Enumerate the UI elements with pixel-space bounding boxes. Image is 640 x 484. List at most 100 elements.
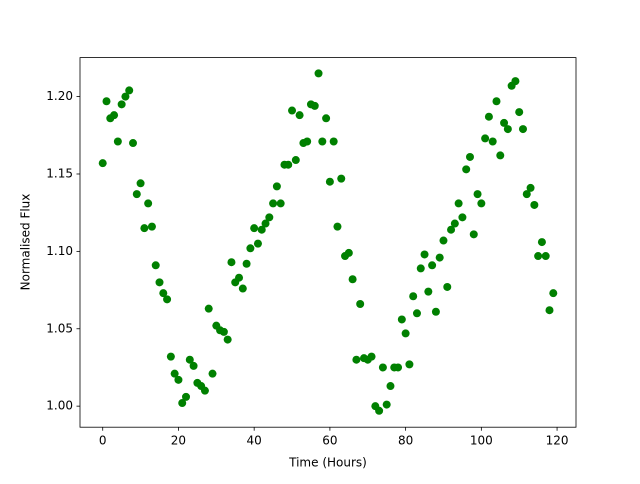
point: [424, 287, 433, 296]
point: [496, 151, 505, 160]
point: [140, 224, 149, 233]
point: [477, 199, 486, 208]
point: [284, 160, 293, 169]
point: [242, 259, 251, 268]
point: [288, 106, 297, 115]
point: [503, 125, 512, 134]
point: [537, 238, 546, 247]
point: [132, 190, 141, 199]
point: [545, 306, 554, 315]
point: [318, 137, 327, 146]
point: [500, 118, 509, 127]
point: [530, 200, 539, 209]
point: [481, 134, 490, 143]
y-tick-label: 1.20: [46, 89, 73, 103]
y-tick-label: 1.05: [46, 321, 73, 335]
x-tick-label: 40: [247, 434, 262, 448]
point: [450, 219, 459, 228]
point: [465, 152, 474, 161]
point: [102, 97, 111, 106]
point: [265, 213, 274, 222]
point: [113, 137, 122, 146]
point: [155, 278, 164, 287]
point: [208, 369, 217, 378]
point: [174, 375, 183, 384]
y-tick-label: 1.15: [46, 166, 73, 180]
point: [223, 335, 232, 344]
x-tick-label: 0: [99, 434, 107, 448]
point: [401, 329, 410, 338]
point: [435, 253, 444, 262]
x-axis-label: Time (Hours): [288, 456, 367, 470]
point: [257, 225, 266, 234]
point: [121, 92, 130, 101]
x-tick-label: 60: [322, 434, 337, 448]
point: [144, 199, 153, 208]
point: [397, 315, 406, 324]
x-tick-label: 120: [546, 434, 569, 448]
point: [269, 199, 278, 208]
point: [227, 258, 236, 267]
point: [382, 400, 391, 409]
point: [295, 111, 304, 120]
point: [344, 248, 353, 257]
point: [409, 292, 418, 301]
point: [356, 300, 365, 308]
point: [325, 177, 334, 186]
point: [219, 327, 228, 336]
point: [348, 275, 357, 284]
point: [458, 213, 467, 222]
point: [511, 77, 520, 86]
point: [473, 190, 482, 199]
point: [178, 399, 187, 408]
point: [329, 137, 338, 146]
x-tick-label: 100: [470, 434, 493, 448]
point: [541, 252, 550, 261]
point: [534, 252, 543, 261]
point: [337, 174, 346, 183]
point: [454, 199, 463, 208]
point: [261, 219, 270, 228]
y-tick-label: 1.10: [46, 244, 73, 258]
point: [151, 261, 160, 270]
point: [310, 101, 319, 110]
point: [246, 244, 255, 253]
point: [136, 179, 145, 188]
point: [182, 392, 191, 401]
point: [276, 199, 285, 208]
point: [375, 406, 384, 415]
point: [439, 236, 448, 245]
point: [367, 352, 376, 361]
point: [412, 309, 421, 318]
point: [333, 222, 342, 231]
point: [200, 386, 209, 395]
point: [549, 289, 558, 298]
x-tick-label: 20: [171, 434, 186, 448]
point: [386, 382, 395, 391]
y-tick-label: 1.00: [46, 399, 73, 413]
point: [314, 69, 323, 78]
point: [488, 137, 497, 146]
point: [185, 355, 194, 364]
point: [272, 182, 281, 191]
point: [522, 190, 531, 199]
point: [303, 137, 312, 146]
point: [189, 361, 198, 370]
point: [170, 369, 179, 378]
y-axis-label: Normalised Flux: [19, 194, 33, 291]
point: [443, 282, 452, 291]
point: [250, 224, 259, 233]
point: [416, 264, 425, 273]
x-tick-label: 80: [398, 434, 413, 448]
point: [147, 222, 156, 231]
point: [526, 183, 535, 192]
point: [291, 156, 300, 165]
point: [431, 307, 440, 316]
point: [129, 139, 138, 148]
point: [378, 363, 387, 372]
point: [518, 125, 527, 134]
point: [163, 295, 172, 304]
point: [492, 97, 501, 106]
